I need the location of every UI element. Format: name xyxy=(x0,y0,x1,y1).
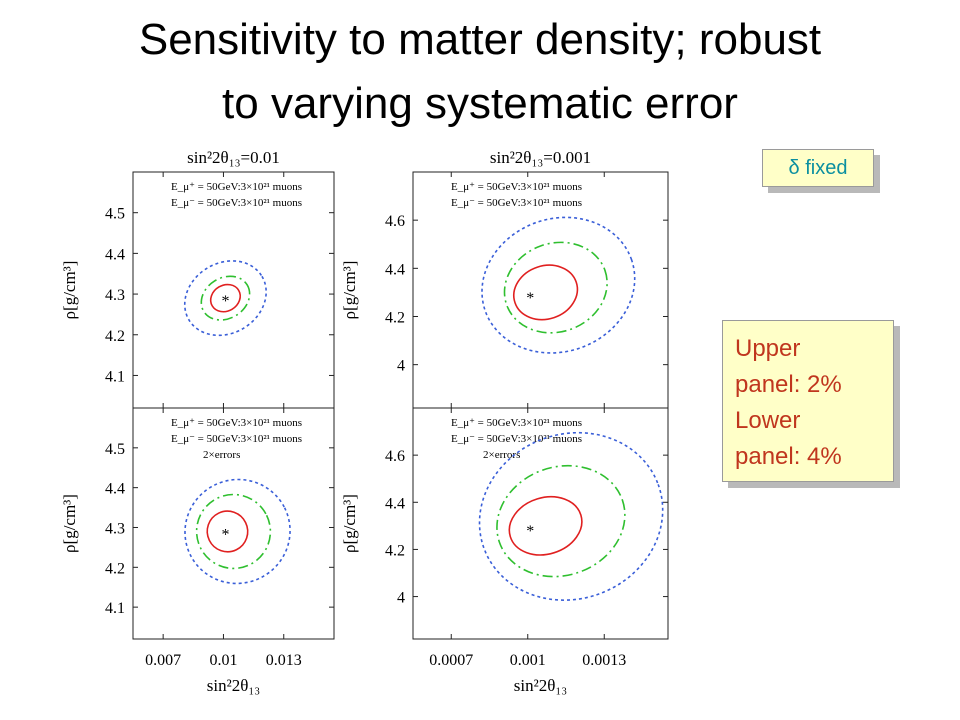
slide-title-line-2: to varying systematic error xyxy=(222,79,738,128)
y-tick-label: 4.1 xyxy=(105,600,125,617)
slide-title: Sensitivity to matter density; robust to… xyxy=(0,8,960,136)
contour-middle xyxy=(496,464,626,578)
y-tick-label: 4.2 xyxy=(385,542,405,559)
x-tick-label: 0.01 xyxy=(209,652,237,669)
contour-inner xyxy=(513,264,579,321)
y-tick-label: 4.2 xyxy=(105,560,125,577)
legend-note: 2×errors xyxy=(483,449,520,461)
best-fit-marker: * xyxy=(221,293,229,310)
y-tick-label: 4.5 xyxy=(105,441,125,458)
y-axis-label: ρ[g/cm³] xyxy=(340,494,359,553)
contour-outer xyxy=(481,216,636,354)
panel-callout-line-3: Lower xyxy=(735,407,801,434)
panel-callout-line-1: Upper xyxy=(735,335,801,362)
legend-note: 2×errors xyxy=(203,449,240,461)
legend-entry: E_μ⁻ = 50GeV:3×10²¹ muons xyxy=(171,197,302,209)
y-tick-label: 4 xyxy=(397,358,405,375)
x-axis-label: sin²2θ₁₃ xyxy=(514,676,568,695)
contour-outer xyxy=(478,431,664,601)
y-tick-label: 4.4 xyxy=(385,495,405,512)
panel-title: sin²2θ₁₃=0.001 xyxy=(490,148,591,167)
legend-entry: E_μ⁻ = 50GeV:3×10²¹ muons xyxy=(451,433,582,445)
delta-fixed-callout: δ fixed xyxy=(762,149,874,187)
contour-middle xyxy=(503,241,608,334)
y-tick-label: 4.6 xyxy=(385,448,405,465)
contour-outer xyxy=(183,260,267,337)
y-tick-label: 4.6 xyxy=(385,213,405,230)
y-axis-label: ρ[g/cm³] xyxy=(60,261,79,320)
best-fit-marker: * xyxy=(526,523,534,540)
y-tick-label: 4.4 xyxy=(385,261,405,278)
legend-entry: E_μ⁺ = 50GeV:3×10²¹ muons xyxy=(171,181,302,193)
contour-middle xyxy=(195,493,272,570)
x-tick-label: 0.0013 xyxy=(582,652,626,669)
y-tick-label: 4.5 xyxy=(105,206,125,223)
slide-title-line-1: Sensitivity to matter density; robust xyxy=(138,15,822,64)
contour-inner xyxy=(508,496,583,556)
y-tick-label: 4.3 xyxy=(105,520,125,537)
x-axis-label: sin²2θ₁₃ xyxy=(207,676,261,695)
y-tick-label: 4.2 xyxy=(385,309,405,326)
legend-entry: E_μ⁻ = 50GeV:3×10²¹ muons xyxy=(451,197,582,209)
y-axis-label: ρ[g/cm³] xyxy=(60,494,79,553)
y-tick-label: 4.2 xyxy=(105,328,125,345)
y-tick-label: 4 xyxy=(397,590,405,607)
panel-callout-line-4: panel: 4% xyxy=(735,443,842,470)
best-fit-marker: * xyxy=(221,526,229,543)
legend-entry: E_μ⁺ = 50GeV:3×10²¹ muons xyxy=(451,181,582,193)
best-fit-marker: * xyxy=(526,290,534,307)
panel-title: sin²2θ₁₃=0.01 xyxy=(187,148,280,167)
legend-entry: E_μ⁻ = 50GeV:3×10²¹ muons xyxy=(171,433,302,445)
plot-frame-lower-right xyxy=(412,407,669,640)
plot-frame-lower-left xyxy=(132,407,335,640)
y-tick-label: 4.4 xyxy=(105,246,125,263)
x-tick-label: 0.013 xyxy=(266,652,302,669)
x-tick-label: 0.007 xyxy=(145,652,181,669)
y-tick-label: 4.4 xyxy=(105,481,125,498)
legend-entry: E_μ⁺ = 50GeV:3×10²¹ muons xyxy=(171,417,302,429)
y-tick-label: 4.3 xyxy=(105,287,125,304)
contour-inner xyxy=(206,510,249,553)
panel-error-callout: Upper panel: 2% Lower panel: 4% xyxy=(722,320,894,482)
contour-inner xyxy=(209,283,242,313)
y-axis-label: ρ[g/cm³] xyxy=(340,261,359,320)
panel-callout-line-2: panel: 2% xyxy=(735,371,842,398)
x-tick-label: 0.0007 xyxy=(429,652,473,669)
y-tick-label: 4.1 xyxy=(105,368,125,385)
x-tick-label: 0.001 xyxy=(510,652,546,669)
contour-middle xyxy=(200,275,251,321)
legend-entry: E_μ⁺ = 50GeV:3×10²¹ muons xyxy=(451,417,582,429)
contour-outer xyxy=(184,478,291,585)
